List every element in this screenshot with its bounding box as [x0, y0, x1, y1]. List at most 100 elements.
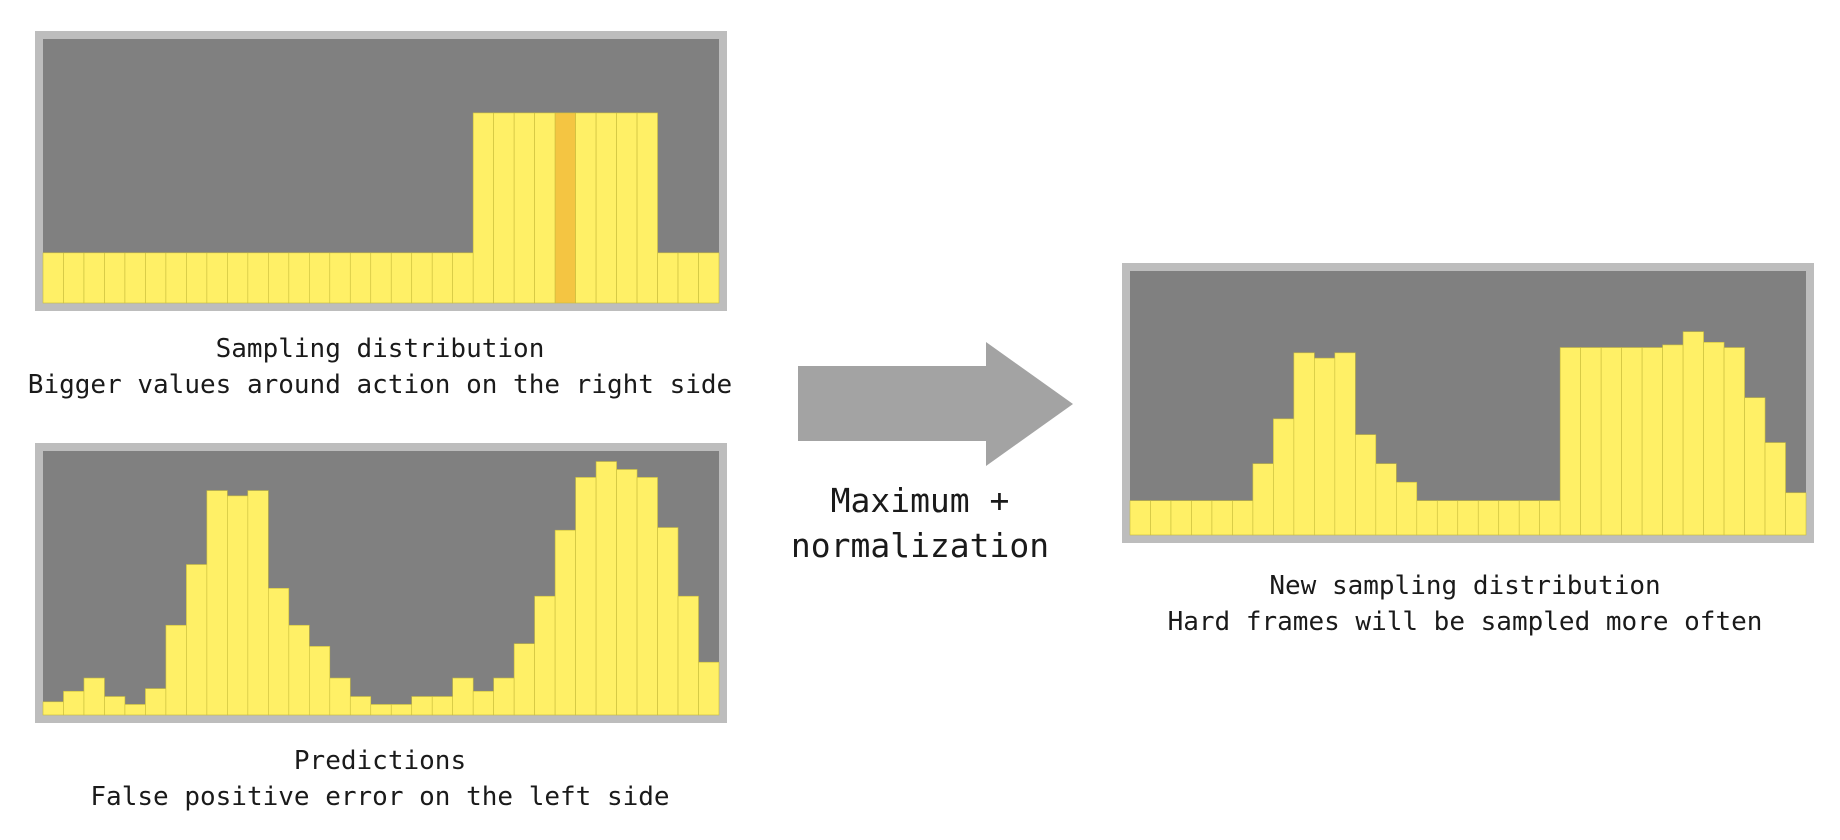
predictions-bar: [83, 677, 105, 716]
predictions-bar: [186, 564, 208, 716]
new-sampling-bar: [1129, 500, 1151, 536]
new-sampling-bar: [1293, 352, 1315, 536]
predictions-bar: [677, 595, 699, 716]
predictions-bar: [124, 704, 146, 716]
new-sampling-bar: [1498, 500, 1520, 536]
operation-label-line2: normalization: [790, 526, 1050, 565]
new-sampling-bar: [1436, 500, 1459, 536]
new-sampling-bar: [1314, 357, 1336, 536]
sampling-bar: [42, 252, 64, 304]
predictions-bar: [268, 587, 290, 716]
sampling-distribution-panel: [35, 31, 727, 311]
predictions-caption: Predictions False positive error on the …: [0, 743, 760, 815]
new-sampling-bar: [1191, 500, 1213, 536]
predictions-bar: [206, 490, 228, 716]
new-sampling-bar: [1641, 347, 1663, 536]
predictions-bar: [616, 469, 638, 716]
sampling-bar: [268, 252, 290, 304]
predictions-bar: [411, 696, 433, 716]
sampling-bar: [636, 112, 658, 304]
predictions-bar: [534, 595, 556, 716]
sampling-bar: [104, 252, 126, 304]
operation-label-line1: Maximum +: [830, 481, 1010, 520]
new-sampling-bar: [1764, 442, 1786, 536]
sampling-bar: [247, 252, 269, 304]
new-sampling-distribution-panel: [1122, 263, 1814, 543]
arrow-right-icon: [798, 342, 1073, 466]
sampling-bar: [124, 252, 146, 304]
sampling-bar: [390, 252, 413, 304]
sampling-caption-subtitle: Bigger values around action on the right…: [27, 370, 733, 400]
new-sampling-bar: [1252, 463, 1274, 536]
new-sampling-bar: [1211, 500, 1233, 536]
new-sampling-bar: [1457, 500, 1479, 536]
new-sampling-bar: [1580, 347, 1602, 536]
predictions-bar: [554, 529, 576, 716]
new-sampling-bar: [1621, 347, 1643, 536]
predictions-bar: [329, 677, 351, 716]
predictions-bar: [42, 701, 64, 716]
new-sampling-bar: [1334, 352, 1356, 536]
predictions-bar: [288, 624, 310, 716]
new-sampling-bar: [1723, 347, 1745, 536]
sampling-bar: [370, 252, 392, 304]
new-sampling-bar: [1273, 418, 1295, 536]
predictions-bar: [636, 477, 658, 716]
predictions-bar: [165, 624, 187, 716]
predictions-bar: [513, 643, 535, 716]
sampling-bar: [595, 112, 617, 304]
new-sampling-bar: [1170, 500, 1192, 536]
new-sampling-bar: [1150, 500, 1172, 536]
new-sampling-bar: [1539, 500, 1561, 536]
sampling-bar: [534, 112, 556, 304]
predictions-bar: [472, 690, 494, 716]
predictions-bar: [657, 527, 679, 716]
predictions-bar: [308, 646, 331, 716]
sampling-bar: [493, 112, 515, 304]
sampling-highlight-bar: [554, 112, 576, 304]
sampling-caption: Sampling distribution Bigger values arou…: [0, 331, 760, 403]
predictions-bar: [247, 490, 269, 716]
sampling-bar: [329, 252, 351, 304]
new-sampling-bar: [1662, 344, 1684, 536]
sampling-bar: [145, 252, 167, 304]
new-sampling-caption-title: New sampling distribution: [1269, 571, 1661, 601]
sampling-bar: [288, 252, 310, 304]
predictions-bar: [452, 677, 474, 716]
new-sampling-caption: New sampling distribution Hard frames wi…: [1110, 568, 1820, 640]
sampling-bar: [411, 252, 433, 304]
predictions-bar: [370, 704, 392, 716]
predictions-bar: [698, 661, 720, 716]
predictions-bar: [595, 461, 617, 716]
sampling-bar: [165, 252, 187, 304]
predictions-bar: [349, 696, 372, 716]
sampling-bar: [677, 252, 699, 304]
sampling-bar: [63, 252, 85, 304]
predictions-bar: [575, 477, 597, 716]
sampling-bar: [698, 252, 720, 304]
new-sampling-bar: [1744, 397, 1766, 536]
sampling-bar: [431, 252, 453, 304]
new-sampling-bar: [1396, 481, 1418, 536]
sampling-bar: [186, 252, 208, 304]
new-sampling-bar: [1375, 463, 1397, 536]
sampling-bar: [452, 252, 474, 304]
new-sampling-bar: [1703, 341, 1725, 536]
predictions-bar: [493, 677, 515, 716]
new-sampling-bar: [1559, 347, 1581, 536]
predictions-bar: [104, 696, 126, 716]
predictions-bar: [431, 696, 453, 716]
sampling-bar: [83, 252, 105, 304]
predictions-panel: [35, 443, 727, 723]
sampling-bar: [616, 112, 638, 304]
new-sampling-bar: [1682, 331, 1704, 536]
sampling-bar: [513, 112, 535, 304]
new-sampling-bar: [1600, 347, 1622, 536]
sampling-bar: [206, 252, 228, 304]
sampling-bar: [308, 252, 331, 304]
sampling-bar: [227, 252, 249, 304]
sampling-bar: [472, 112, 494, 304]
predictions-bar: [63, 690, 85, 716]
predictions-bar: [227, 495, 249, 716]
